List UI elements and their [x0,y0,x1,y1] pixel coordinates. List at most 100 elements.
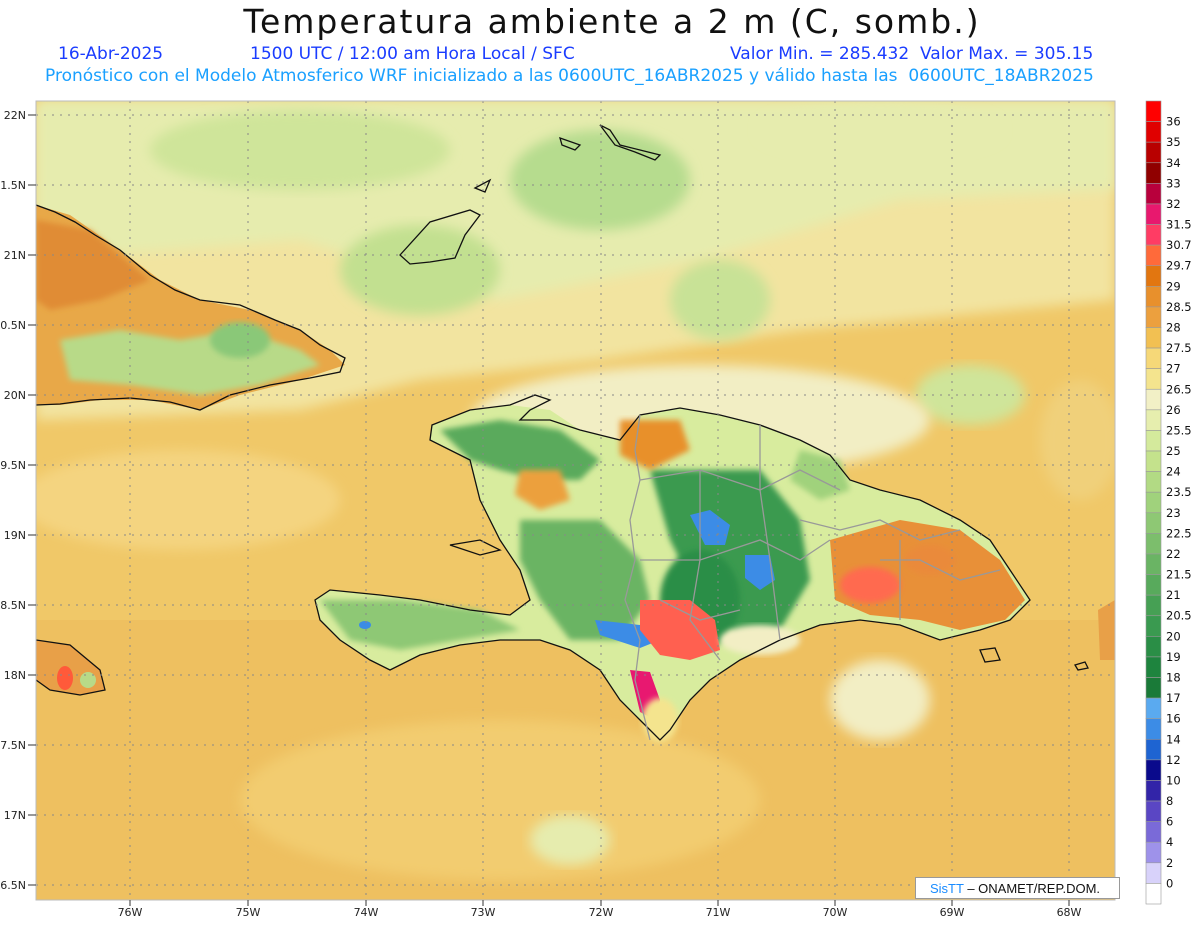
colorbar-label: 29.7 [1166,259,1192,273]
colorbar-swatch [1145,327,1162,349]
colorbar-label: 12 [1166,753,1181,767]
colorbar-label: 25.5 [1166,423,1192,437]
colorbar-swatch [1145,203,1162,225]
latitude-label: 0.5N [0,319,26,332]
map-field [36,101,1115,900]
colorbar-label: 27.5 [1166,341,1192,355]
colorbar-swatch [1145,636,1162,658]
colorbar-label: 26 [1166,403,1181,417]
colorbar-label: 0 [1166,876,1173,890]
colorbar-swatch [1145,862,1162,884]
colorbar-swatch [1145,244,1162,267]
colorbar-label: 8 [1166,794,1173,808]
colorbar-swatch [1145,759,1162,781]
sistt-logo: SisTT [930,881,964,896]
colorbar-label: 23.5 [1166,485,1192,499]
colorbar-label: 32 [1166,197,1181,211]
colorbar-swatch [1145,286,1162,308]
latitude-label: 17N [4,809,26,822]
colorbar-swatch [1145,141,1162,164]
colorbar-swatch [1145,615,1162,637]
credit-box: SisTT – ONAMET/REP.DOM. [915,877,1120,899]
colorbar-swatch [1145,574,1162,596]
colorbar-swatch [1145,409,1162,431]
colorbar-swatch [1145,388,1162,411]
latitude-label: 6.5N [0,879,26,892]
colorbar-label: 18 [1166,671,1181,685]
colorbar-label: 25 [1166,444,1181,458]
colorbar-swatch [1145,512,1162,534]
colorbar-swatch [1145,491,1162,514]
colorbar-label: 21 [1166,588,1181,602]
colorbar-swatch [1145,594,1162,617]
latitude-label: 7.5N [0,739,26,752]
colorbar-label: 4 [1166,835,1173,849]
colorbar-label: 20.5 [1166,609,1192,623]
colorbar-label: 24 [1166,465,1181,479]
grid [36,101,1115,900]
latitude-label: 9.5N [0,459,26,472]
colorbar-swatch [1145,677,1162,699]
colorbar-swatch [1145,265,1162,287]
forecast-date: 16-Abr-2025 [58,44,164,64]
colorbar-swatch [1145,368,1162,390]
colorbar-label: 22.5 [1166,526,1192,540]
colorbar-swatch [1145,162,1162,184]
latitude-label: 19N [4,529,26,542]
colorbar-label: 28 [1166,320,1181,334]
chart-title: Temperatura ambiente a 2 m (C, somb.) [243,2,981,41]
latitude-label: 20N [4,389,26,402]
latitude-label: 18N [4,669,26,682]
colorbar-label: 20 [1166,629,1181,643]
colorbar-swatch [1145,450,1162,472]
colorbar-swatch [1145,656,1162,678]
colorbar-swatch [1145,738,1162,761]
colorbar-swatch [1145,183,1162,205]
colorbar-label: 31.5 [1166,218,1192,232]
colorbar-label: 34 [1166,156,1181,170]
colorbar-label: 28.5 [1166,300,1192,314]
colorbar-legend: 363534333231.530.729.72928.52827.52726.5… [1145,100,1192,905]
colorbar-label: 21.5 [1166,568,1192,582]
min-max-values: Valor Min. = 285.432 Valor Max. = 305.15 [730,44,1094,64]
colorbar-label: 29 [1166,279,1181,293]
colorbar-label: 19 [1166,650,1181,664]
longitude-label: 70W [823,906,848,919]
colorbar-swatch [1145,841,1162,864]
colorbar-label: 30.7 [1166,238,1192,252]
model-info: Pronóstico con el Modelo Atmosferico WRF… [45,66,1094,86]
longitude-label: 73W [471,906,496,919]
colorbar-label: 17 [1166,691,1181,705]
longitude-label: 69W [940,906,965,919]
colorbar-swatch [1145,347,1162,369]
colorbar-swatch [1145,306,1162,328]
latitude-label: 1.5N [0,179,26,192]
colorbar-label: 23 [1166,506,1181,520]
colorbar-swatch [1145,430,1162,452]
longitude-label: 72W [589,906,614,919]
colorbar-label: 36 [1166,115,1181,129]
colorbar-label: 6 [1166,815,1173,829]
colorbar-swatch [1145,471,1162,493]
colorbar-swatch [1145,224,1162,246]
colorbar-label: 22 [1166,547,1181,561]
colorbar-label: 27 [1166,362,1181,376]
latitude-labels: 22N 1.5N 21N 0.5N 20N 9.5N 19N 8.5N 18N 7.5N 17N 6.… [0,109,36,892]
longitude-labels: 76W 75W 74W 73W 72W 71W 70W 69W 68W [118,900,1082,919]
colorbar-swatch [1145,800,1162,822]
colorbar-label: 14 [1166,732,1181,746]
latitude-label: 8.5N [0,599,26,612]
longitude-label: 75W [236,906,261,919]
coastlines [36,124,1089,741]
colorbar-swatch [1145,780,1162,802]
colorbar-label: 35 [1166,135,1181,149]
longitude-label: 76W [118,906,143,919]
time-info: 1500 UTC / 12:00 am Hora Local / SFC [250,44,575,64]
colorbar-swatch [1145,883,1162,905]
colorbar-swatch [1145,697,1162,719]
colorbar-label: 10 [1166,773,1181,787]
colorbar-swatch [1145,553,1162,575]
longitude-label: 74W [354,906,379,919]
longitude-label: 71W [706,906,731,919]
